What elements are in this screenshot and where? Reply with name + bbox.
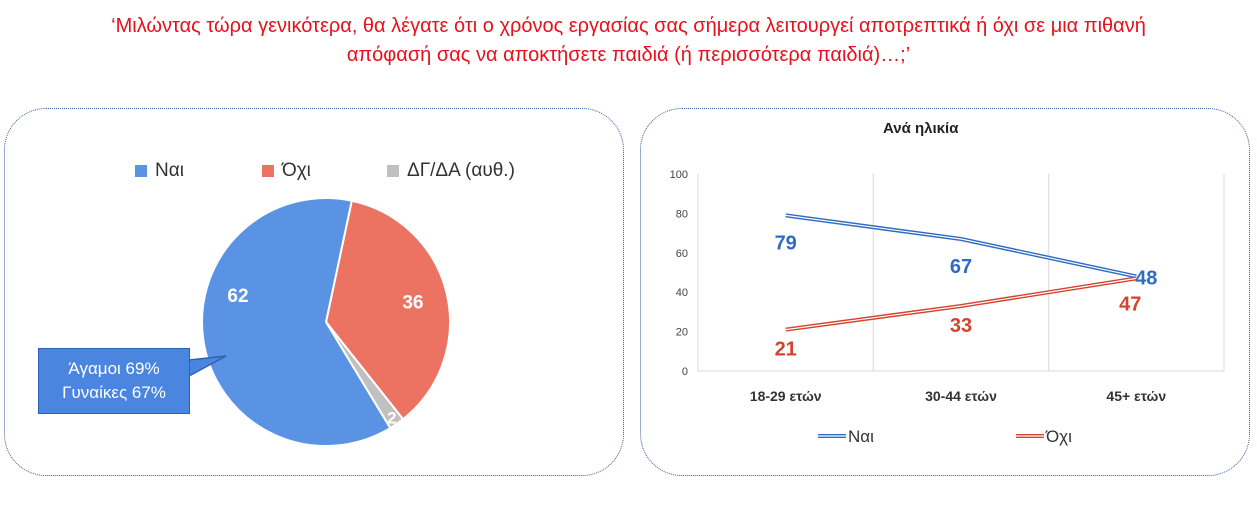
legend-swatch-dk xyxy=(387,165,399,177)
question-line-2: απόφασή σας να αποκτήσετε παιδιά (ή περι… xyxy=(346,44,911,66)
pie-panel xyxy=(4,108,624,476)
line-panel xyxy=(640,108,1250,476)
legend-item-yes: Ναι xyxy=(135,160,184,182)
legend-label-yes: Ναι xyxy=(155,160,184,181)
question-text: ‘Μιλώντας τώρα γενικότερα, θα λέγατε ότι… xyxy=(20,12,1237,70)
legend-item-dk: ΔΓ/ΔΑ (αυθ.) xyxy=(387,160,515,182)
callout-box: Άγαμοι 69% Γυναίκες 67% xyxy=(38,348,190,414)
legend-label-dk: ΔΓ/ΔΑ (αυθ.) xyxy=(407,160,515,181)
callout-line-1: Άγαμοι 69% xyxy=(68,359,160,378)
legend-label-no: Όχι xyxy=(282,160,311,181)
question-line-1: ‘Μιλώντας τώρα γενικότερα, θα λέγατε ότι… xyxy=(111,15,1146,37)
callout-line-2: Γυναίκες 67% xyxy=(62,383,166,402)
legend-item-no: Όχι xyxy=(262,160,311,182)
line-chart-title: Ανά ηλικία xyxy=(883,120,959,137)
legend-swatch-yes xyxy=(135,165,147,177)
legend-swatch-no xyxy=(262,165,274,177)
